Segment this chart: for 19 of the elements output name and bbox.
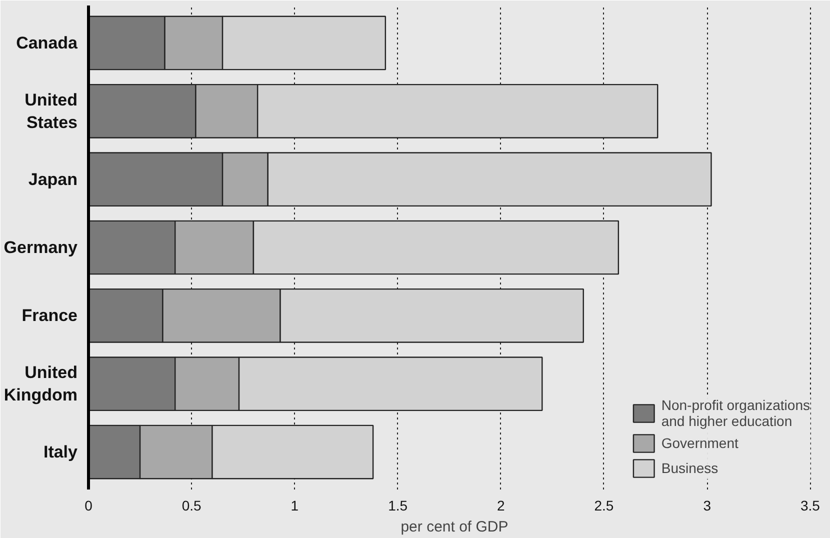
legend-label: Non-profit organizations and higher education — [661, 397, 810, 429]
x-tick-label: 2 — [497, 498, 505, 514]
y-tick-label: Germany — [4, 238, 78, 257]
y-tick-label: Canada — [16, 33, 78, 52]
y-tick-label: United States — [24, 90, 78, 132]
y-tick-label: France — [22, 306, 78, 326]
x-tick-label: 0.5 — [182, 498, 202, 514]
legend-label: Government — [661, 435, 738, 451]
legend-label: Business — [661, 460, 718, 476]
y-tick-label: United Kingdom — [4, 362, 78, 405]
x-tick-label: 0 — [84, 498, 93, 514]
x-tick-label: 1 — [290, 498, 299, 514]
x-tick-label: 3 — [703, 498, 712, 514]
y-tick-label: Japan — [28, 170, 78, 189]
x-tick-label: 1.5 — [388, 498, 408, 514]
x-axis-title: per cent of GDP — [400, 518, 508, 536]
y-tick-label: Italy — [43, 442, 78, 462]
x-tick-label: 3.5 — [800, 498, 820, 514]
x-tick-label: 2.5 — [594, 498, 614, 514]
